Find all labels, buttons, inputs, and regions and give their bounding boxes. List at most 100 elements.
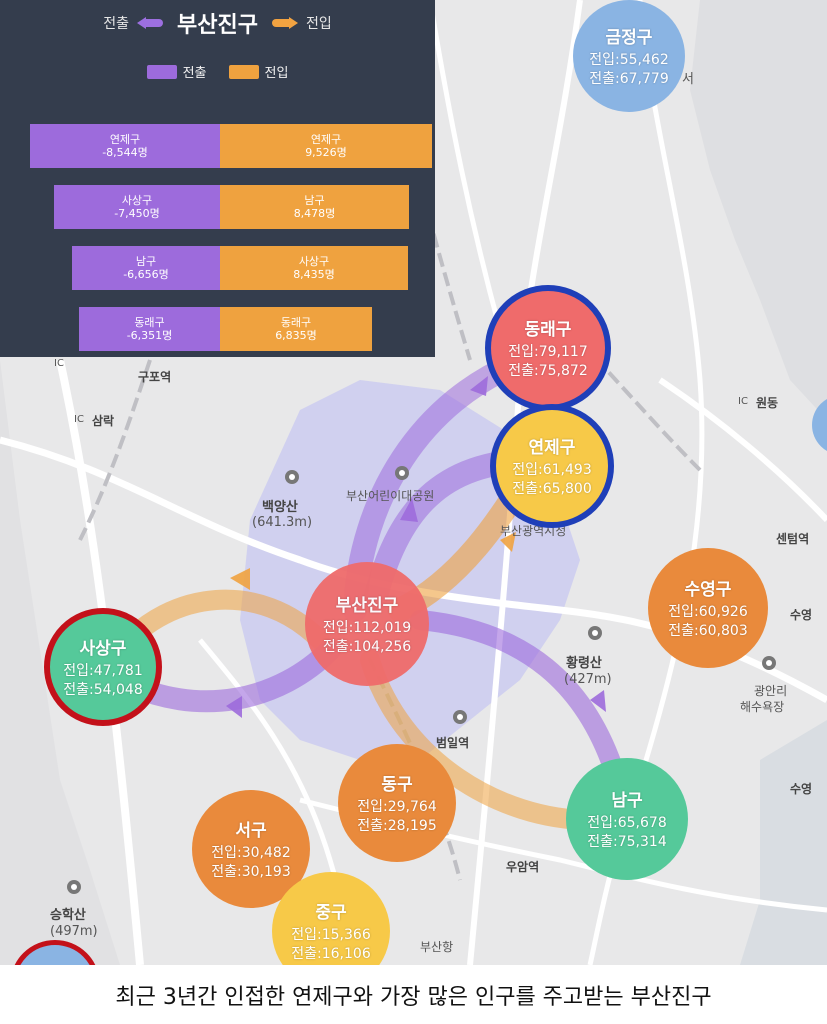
panel-in-label: 전입 <box>305 16 332 32</box>
district-in: 전입:65,678 <box>587 815 667 831</box>
bar-in-name: 남구 <box>304 194 325 207</box>
migration-panel: 전출 부산진구 전입 전출 전입 연제구 -8,544명 연제구 9,52 <box>0 0 435 357</box>
bar-out-2[interactable]: 사상구 -7,450명 <box>54 185 220 229</box>
district-in: 전입:79,117 <box>508 344 588 360</box>
district-nam[interactable]: 남구 전입:65,678 전출:75,314 <box>566 758 688 880</box>
mountain-icon-2 <box>588 626 602 640</box>
park-icon <box>395 466 409 480</box>
district-name: 부산진구 <box>335 596 399 616</box>
district-in: 전입:61,493 <box>512 462 592 478</box>
bar-row-1: 연제구 -8,544명 연제구 9,526명 <box>30 124 432 168</box>
district-in: 전입:60,926 <box>668 604 748 620</box>
panel-title-row: 전출 부산진구 전입 <box>0 8 435 38</box>
label-ic-2: IC <box>738 396 748 407</box>
label-gwangan-1: 광안리 <box>754 684 788 698</box>
district-out: 전출:54,048 <box>63 682 143 698</box>
label-samrak: 삼락 <box>92 414 115 428</box>
district-out: 전출:104,256 <box>322 639 412 655</box>
partial-circle-right <box>812 395 827 455</box>
bar-out-1[interactable]: 연제구 -8,544명 <box>30 124 220 168</box>
district-jung[interactable]: 중구 전입:15,366 전출:16,106 <box>272 872 390 965</box>
bar-in-3[interactable]: 사상구 8,435명 <box>220 246 408 290</box>
district-in: 전입:15,366 <box>291 927 371 943</box>
label-busanhang: 부산항 <box>420 940 454 954</box>
label-seo: 서 <box>682 72 694 87</box>
district-out: 전출:16,106 <box>291 946 371 962</box>
label-suyeong-2: 수영 <box>790 782 813 796</box>
legend-out[interactable]: 전출 <box>146 62 207 81</box>
bar-in-value: 8,478명 <box>293 207 336 220</box>
bar-out-value: -7,450명 <box>114 207 160 220</box>
bar-out-name: 동래구 <box>134 316 165 329</box>
label-seunghak-height: (497m) <box>50 924 98 939</box>
district-name: 남구 <box>611 791 643 811</box>
legend-in[interactable]: 전입 <box>228 62 289 81</box>
label-baekyang: 백양산 <box>262 500 298 515</box>
label-wondong: 원동 <box>756 396 779 410</box>
district-busanjin[interactable]: 부산진구 전입:112,019 전출:104,256 <box>305 562 429 686</box>
district-out: 전출:75,872 <box>508 363 588 379</box>
label-hwangryeong-height: (427m) <box>564 672 612 687</box>
district-in: 전입:47,781 <box>63 663 143 679</box>
out-arrow-icon <box>137 17 164 29</box>
bar-out-3[interactable]: 남구 -6,656명 <box>72 246 220 290</box>
label-beomil: 범일역 <box>436 736 470 750</box>
district-name: 중구 <box>315 903 347 923</box>
district-out: 전출:75,314 <box>587 834 667 850</box>
bar-out-4[interactable]: 동래구 -6,351명 <box>79 307 220 351</box>
bar-in-name: 연제구 <box>310 133 342 146</box>
label-uam: 우암역 <box>506 860 540 874</box>
district-name: 서구 <box>235 821 267 841</box>
bar-out-value: -6,656명 <box>123 268 169 281</box>
bar-out-name: 사상구 <box>121 194 153 207</box>
district-dongnae[interactable]: 동래구 전입:79,117 전출:75,872 <box>485 285 611 411</box>
district-in: 전입:112,019 <box>322 620 412 636</box>
bar-in-2[interactable]: 남구 8,478명 <box>220 185 409 229</box>
bar-in-value: 8,435명 <box>293 268 335 281</box>
district-sasang[interactable]: 사상구 전입:47,781 전출:54,048 <box>44 608 162 726</box>
label-seunghak: 승학산 <box>50 908 86 923</box>
bar-in-name: 사상구 <box>298 255 330 268</box>
figure-caption: 최근 3년간 인접한 연제구와 가장 많은 인구를 주고받는 부산진구 <box>115 984 712 1010</box>
label-baekyang-height: (641.3m) <box>252 515 313 530</box>
label-citizen-park: 부산어린이대공원 <box>346 489 435 503</box>
district-in: 전입:55,462 <box>589 52 669 68</box>
district-name: 연제구 <box>528 438 576 458</box>
in-arrow-icon <box>271 17 298 29</box>
label-gupo: 구포역 <box>138 370 172 384</box>
bar-row-4: 동래구 -6,351명 동래구 6,835명 <box>79 307 372 351</box>
district-out: 전출:30,193 <box>211 864 291 880</box>
label-gwangan-2: 해수욕장 <box>740 700 785 714</box>
bar-in-4[interactable]: 동래구 6,835명 <box>220 307 372 351</box>
bar-row-2: 사상구 -7,450명 남구 8,478명 <box>54 185 409 229</box>
bar-out-name: 연제구 <box>109 133 141 146</box>
mountain-icon <box>285 470 299 484</box>
migration-map[interactable]: 구포역 IC 삼락 백양산 (641.3m) 부산어린이대공원 부산광역시청 I… <box>0 0 827 965</box>
bar-in-1[interactable]: 연제구 9,526명 <box>220 124 432 168</box>
mountain-icon-3 <box>67 880 81 894</box>
station-icon <box>453 710 467 724</box>
district-name: 동구 <box>381 775 413 795</box>
label-ic-1: IC <box>74 414 84 425</box>
legend-out-label: 전출 <box>182 66 207 81</box>
district-yeonje[interactable]: 연제구 전입:61,493 전출:65,800 <box>490 404 614 528</box>
bar-in-name: 동래구 <box>280 316 312 329</box>
label-centum: 센텀역 <box>776 532 810 546</box>
label-suyeong: 수영 <box>790 608 813 622</box>
district-name: 금정구 <box>605 28 653 48</box>
district-out: 전출:28,195 <box>357 818 437 834</box>
bar-out-value: -8,544명 <box>102 146 148 159</box>
legend-in-label: 전입 <box>264 66 289 81</box>
district-out: 전출:65,800 <box>512 481 592 497</box>
bar-out-value: -6,351명 <box>126 329 173 342</box>
panel-out-label: 전출 <box>103 16 130 32</box>
label-ic-3: IC <box>54 358 64 369</box>
district-geumjeong[interactable]: 금정구 전입:55,462 전출:67,779 <box>573 0 685 112</box>
bar-out-name: 남구 <box>135 255 157 268</box>
district-dong[interactable]: 동구 전입:29,764 전출:28,195 <box>338 744 456 862</box>
district-name: 동래구 <box>524 320 572 340</box>
bar-in-value: 9,526명 <box>305 146 347 159</box>
legend-out-swatch <box>146 64 177 79</box>
district-suyeong[interactable]: 수영구 전입:60,926 전출:60,803 <box>648 548 768 668</box>
bar-row-3: 남구 -6,656명 사상구 8,435명 <box>72 246 408 290</box>
